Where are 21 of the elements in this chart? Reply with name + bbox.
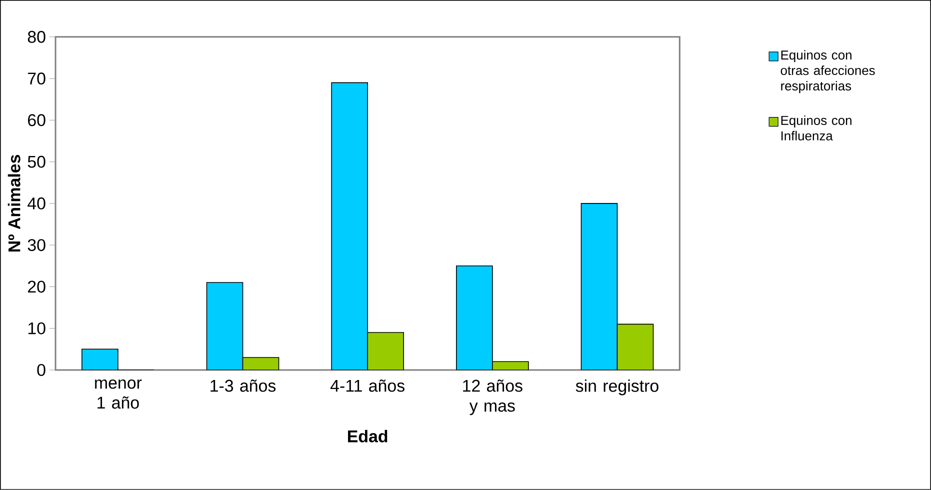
x-axis-title: Edad xyxy=(348,430,388,442)
x-tick-label: 12 años y mas xyxy=(463,380,522,416)
bar xyxy=(242,358,279,370)
y-tick-label: 50 xyxy=(28,156,46,168)
x-tick-label: 1-3 años xyxy=(210,380,276,392)
y-tick-label: 30 xyxy=(28,239,46,252)
x-tick-label: menor 1 año xyxy=(95,380,142,409)
x-tick-label: 4-11 años xyxy=(330,380,404,392)
bar xyxy=(367,332,404,370)
y-tick-label: 20 xyxy=(28,280,46,293)
bar xyxy=(616,324,654,370)
legend-label: Equinos con otras afecciones respiratorias xyxy=(780,50,875,94)
y-tick-label: 70 xyxy=(28,72,46,85)
y-tick-label: 80 xyxy=(28,30,46,43)
y-tick-label: 40 xyxy=(28,197,46,210)
x-tick-label: sin registro xyxy=(576,380,658,396)
y-tick-label: 0 xyxy=(37,364,46,376)
y-axis-title: Nº Animales xyxy=(8,154,20,252)
legend-label: Equinos con Influenza xyxy=(781,116,852,140)
y-tick-label: 10 xyxy=(28,322,46,334)
y-tick-label: 60 xyxy=(28,114,46,126)
